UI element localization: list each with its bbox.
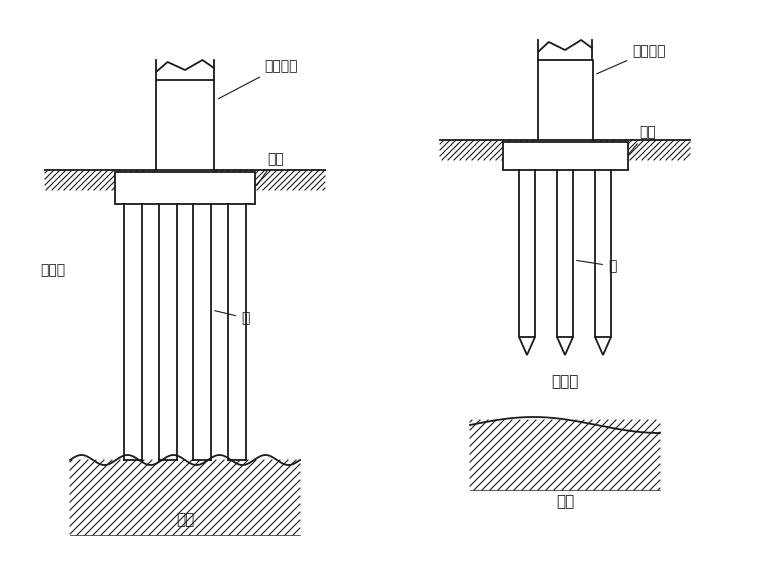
Text: 硬层: 硬层 (176, 512, 194, 527)
Text: 上部结构: 上部结构 (218, 59, 297, 99)
Text: 软土层: 软土层 (551, 374, 578, 389)
Bar (538, 60, 593, 140)
Text: 桩: 桩 (215, 311, 249, 325)
Text: 软土层: 软土层 (40, 263, 65, 277)
Polygon shape (519, 337, 535, 355)
Text: 上部结构: 上部结构 (597, 44, 666, 74)
Bar (503, 142, 628, 170)
Bar (156, 80, 214, 170)
Polygon shape (557, 337, 573, 355)
Text: 承台: 承台 (257, 152, 283, 186)
Text: 桩: 桩 (577, 259, 616, 273)
Text: 硬层: 硬层 (556, 495, 574, 510)
Bar (115, 172, 255, 204)
Text: 承台: 承台 (629, 125, 656, 154)
Polygon shape (595, 337, 611, 355)
